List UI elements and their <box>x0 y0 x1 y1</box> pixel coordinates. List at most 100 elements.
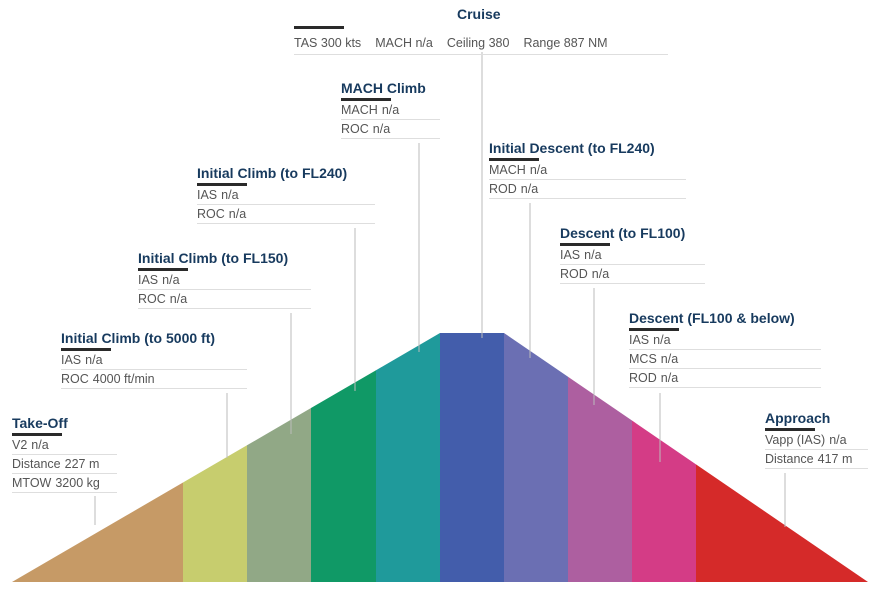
profile-segment-climb-fl150 <box>247 408 311 582</box>
phase-stat-label: V2 <box>12 438 28 452</box>
phase-stat-value: n/a <box>169 292 188 306</box>
phase-title: MACH Climb <box>341 80 426 96</box>
phase-title-underline <box>489 158 539 161</box>
phase-stat-label: ROC <box>138 292 166 306</box>
phase-title: Take-Off <box>12 415 68 431</box>
phase-stat-value: n/a <box>162 273 180 287</box>
phase-stat-value: n/a <box>529 163 548 177</box>
phase-stat-label: ROD <box>489 182 517 196</box>
phase-title: Initial Climb (to FL150) <box>138 250 289 266</box>
phase-stat-row: ROC n/a <box>138 290 311 309</box>
phase-stat-label: ROD <box>560 267 588 281</box>
profile-segment-mach-climb <box>376 333 440 582</box>
phase-title-underline <box>138 268 188 271</box>
phase-stat-label: IAS <box>197 188 218 202</box>
phase-mach-climb: MACH Climb MACH n/a ROC n/a <box>341 79 440 139</box>
phase-descent-fl100: Descent (to FL100) IAS n/a ROD n/a <box>560 224 705 284</box>
phase-stat-row: ROD n/a <box>489 180 686 199</box>
phase-stat-row: MACH n/a <box>341 101 440 120</box>
phase-title: Initial Climb (to 5000 ft) <box>61 330 216 346</box>
phase-stat-label: MTOW <box>12 476 52 490</box>
phase-stat-label: ROC <box>197 207 225 221</box>
phase-initial-climb-fl240: Initial Climb (to FL240) IAS n/a ROC n/a <box>197 164 375 224</box>
phase-title: Initial Descent (to FL240) <box>489 140 655 156</box>
phase-stat-label: Vapp (IAS) <box>765 433 826 447</box>
profile-segment-climb-fl240 <box>311 370 376 582</box>
phase-title-underline <box>765 428 815 431</box>
phase-stat-value: n/a <box>584 248 602 262</box>
phase-title-underline <box>197 183 247 186</box>
phase-stat-label: Distance <box>12 457 61 471</box>
cruise-stat-range: Range 887 NM <box>523 36 608 50</box>
phase-title-underline <box>61 348 111 351</box>
phase-stat-value: n/a <box>31 438 49 452</box>
profile-segment-initial-descent <box>504 333 568 582</box>
phase-stat-label: MACH <box>489 163 526 177</box>
phase-stat-row: IAS n/a <box>560 246 705 265</box>
phase-stat-label: MACH <box>341 103 378 117</box>
phase-stat-value: n/a <box>372 122 391 136</box>
phase-stat-value: n/a <box>85 353 103 367</box>
phase-stat-value: n/a <box>228 207 247 221</box>
phase-title: Descent (to FL100) <box>560 225 686 241</box>
phase-stat-value: n/a <box>520 182 539 196</box>
phase-stat-value: n/a <box>221 188 239 202</box>
phase-stat-row: ROC 4000 ft/min <box>61 370 247 389</box>
phase-stat-row: IAS n/a <box>138 271 311 290</box>
profile-segment-take-off <box>12 482 183 582</box>
phase-stat-label: ROC <box>61 372 89 386</box>
phase-stat-value: 4000 ft/min <box>92 372 155 386</box>
phase-stat-row: Distance 227 m <box>12 455 117 474</box>
profile-segment-climb-5000 <box>183 445 247 582</box>
cruise-stat-ceiling: Ceiling 380 <box>446 36 510 50</box>
phase-stat-row: IAS n/a <box>61 351 247 370</box>
phase-stat-row: ROC n/a <box>197 205 375 224</box>
phase-initial-descent: Initial Descent (to FL240) MACH n/a ROD n/a <box>489 139 686 199</box>
profile-segment-approach <box>696 464 868 582</box>
phase-stat-value: 417 m <box>817 452 853 466</box>
phase-title: Approach <box>765 410 831 426</box>
phase-initial-climb-fl150: Initial Climb (to FL150) IAS n/a ROC n/a <box>138 249 311 309</box>
phase-stat-row: Vapp (IAS) n/a <box>765 431 868 450</box>
phase-stat-label: IAS <box>61 353 82 367</box>
phase-approach: Approach Vapp (IAS) n/a Distance 417 m <box>765 409 868 469</box>
phase-stat-value: n/a <box>660 371 679 385</box>
phase-stat-row: Distance 417 m <box>765 450 868 469</box>
phase-title-underline <box>560 243 610 246</box>
phase-stat-row: IAS n/a <box>629 331 821 350</box>
phase-stat-value: n/a <box>660 352 679 366</box>
phase-stat-row: MACH n/a <box>489 161 686 180</box>
phase-stat-label: IAS <box>629 333 650 347</box>
phase-stat-label: ROD <box>629 371 657 385</box>
phase-stat-value: 3200 kg <box>55 476 100 490</box>
cruise-stats: TAS 300 kts MACH n/a Ceiling 380 Range 8… <box>294 32 668 55</box>
cruise-title: Cruise <box>457 6 501 22</box>
phase-stat-value: n/a <box>381 103 400 117</box>
phase-title: Descent (FL100 & below) <box>629 310 795 326</box>
phase-stat-value: 227 m <box>64 457 100 471</box>
phase-stat-row: MCS n/a <box>629 350 821 369</box>
cruise-stat-mach: MACH n/a <box>375 36 433 50</box>
phase-take-off: Take-Off V2 n/a Distance 227 m MTOW 3200 kg <box>12 414 117 493</box>
profile-segment-cruise <box>440 333 504 582</box>
phase-title-underline <box>341 98 391 101</box>
phase-stat-label: IAS <box>560 248 581 262</box>
phase-stat-label: IAS <box>138 273 159 287</box>
phase-stat-row: ROD n/a <box>629 369 821 388</box>
phase-title: Initial Climb (to FL240) <box>197 165 348 181</box>
phase-stat-row: IAS n/a <box>197 186 375 205</box>
phase-stat-row: ROD n/a <box>560 265 705 284</box>
phase-descent-fl100-below: Descent (FL100 & below) IAS n/a MCS n/a ROD n/… <box>629 309 821 388</box>
cruise-stat-tas: TAS 300 kts <box>294 36 362 50</box>
phase-title-underline <box>629 328 679 331</box>
phase-stat-row: V2 n/a <box>12 436 117 455</box>
phase-stat-row: MTOW 3200 kg <box>12 474 117 493</box>
phase-stat-row: ROC n/a <box>341 120 440 139</box>
profile-segment-descent-below-fl100 <box>632 420 696 582</box>
phase-stat-value: n/a <box>591 267 610 281</box>
phase-stat-label: MCS <box>629 352 657 366</box>
phase-initial-climb-5000: Initial Climb (to 5000 ft) IAS n/a ROC 4000 … <box>61 329 247 389</box>
phase-title-underline <box>12 433 62 436</box>
phase-stat-label: Distance <box>765 452 814 466</box>
phase-stat-label: ROC <box>341 122 369 136</box>
